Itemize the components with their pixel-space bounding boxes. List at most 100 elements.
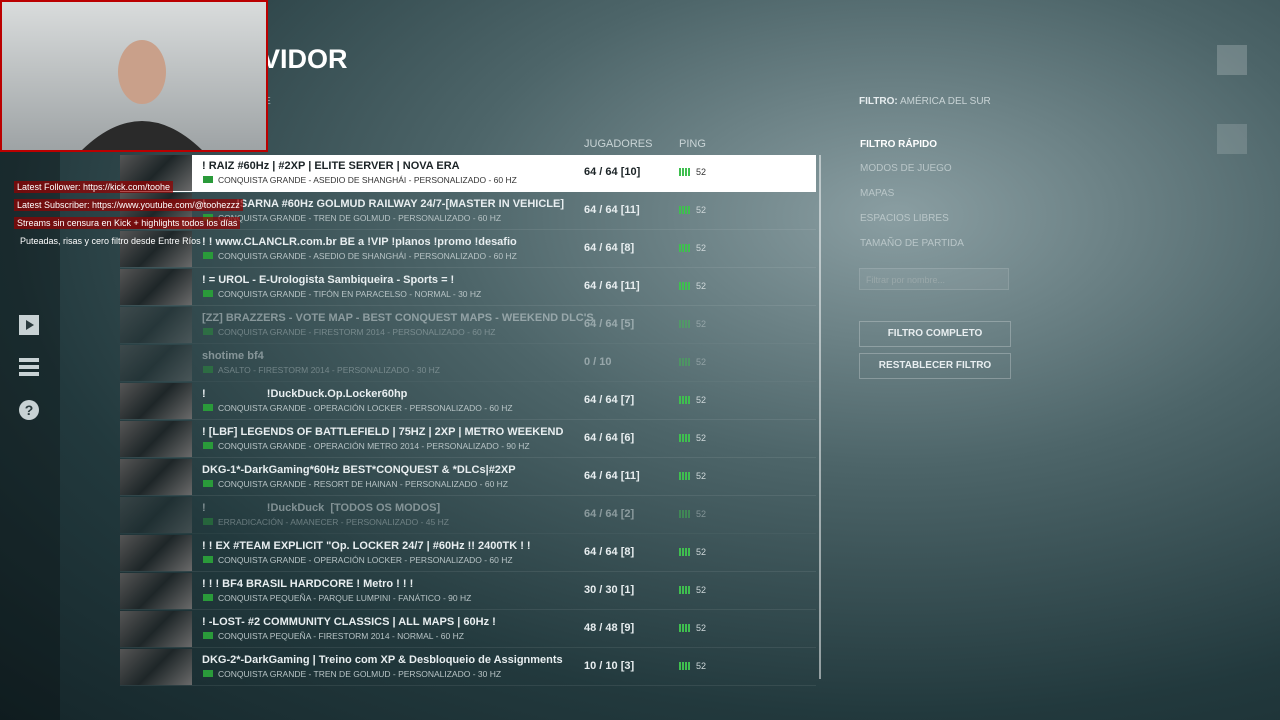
- server-name: ! = UROL - E-Urologista Sambiqueira - Sp…: [202, 274, 455, 286]
- map-thumbnail: [120, 611, 192, 647]
- ping: 52: [696, 167, 707, 177]
- country-flag: [203, 556, 213, 563]
- add-button[interactable]: [1217, 45, 1247, 75]
- server-row[interactable]: ! [LBF] LEGENDS OF BATTLEFIELD | 75HZ | …: [120, 421, 816, 458]
- server-row[interactable]: ! ! ! BF4 BRASIL HARDCORE ! Metro ! ! ! C…: [120, 573, 816, 610]
- server-info: CONQUISTA GRANDE - ASEDIO DE SHANGHÁI - …: [218, 175, 517, 185]
- server-info: CONQUISTA GRANDE - RESORT DE HAINAN - PE…: [218, 479, 508, 489]
- ping: 52: [696, 623, 707, 633]
- server-name: [ZZ] BRAZZERS - VOTE MAP - BEST CONQUEST…: [202, 312, 594, 324]
- ping: 52: [696, 509, 707, 519]
- server-row[interactable]: DKG-2*-DarkGaming | Treino com XP & Desb…: [120, 649, 816, 686]
- players: 64 / 64 [5]: [584, 318, 635, 330]
- ping-bars: [679, 396, 691, 404]
- ping: 52: [696, 395, 707, 405]
- ping: 52: [696, 471, 707, 481]
- country-flag: [203, 252, 213, 259]
- server-info: ASALTO - FIRESTORM 2014 - PERSONALIZADO …: [218, 365, 441, 375]
- server-name: ! RAIZ #60Hz | #2XP | ELITE SERVER | NOV…: [202, 160, 460, 172]
- quick-filter-title: FILTRO RÁPIDO: [860, 139, 938, 150]
- players: 64 / 64 [11]: [584, 470, 640, 482]
- players: 64 / 64 [8]: [584, 546, 635, 558]
- server-info: CONQUISTA GRANDE - TREN DE GOLMUD - PERS…: [218, 213, 502, 223]
- server-name: ! !DuckDuck.Op.Locker60hp: [202, 388, 408, 400]
- players: 64 / 64 [11]: [584, 204, 640, 216]
- server-row[interactable]: ! RAIZ #60Hz | #2XP | ELITE SERVER | NOV…: [120, 155, 816, 192]
- ping-bars: [679, 320, 691, 328]
- country-flag: [203, 442, 213, 449]
- quick-filter-item[interactable]: MODOS DE JUEGO: [860, 163, 952, 174]
- server-info: CONQUISTA GRANDE - ASEDIO DE SHANGHÁI - …: [218, 251, 517, 261]
- overlay-line: Latest Follower: https://kick.com/toohe: [14, 181, 174, 193]
- webcam-figure: [82, 40, 202, 150]
- server-row[interactable]: shotime bf4 ASALTO - FIRESTORM 2014 - PER…: [120, 345, 816, 382]
- map-thumbnail: [120, 497, 192, 533]
- country-flag: [203, 480, 213, 487]
- overlay-line: Puteadas, risas y cero filtro desde Entr…: [20, 236, 201, 246]
- ping-bars: [679, 206, 691, 214]
- players: 30 / 30 [1]: [584, 584, 635, 596]
- ping-bars: [679, 472, 691, 480]
- overlay-line: Latest Subscriber: https://www.youtube.c…: [14, 199, 243, 211]
- filter-region[interactable]: AMÉRICA DEL SUR: [900, 96, 991, 107]
- ping-bars: [679, 548, 691, 556]
- server-name: ! !DuckDuck [TODOS OS MODOS]: [202, 502, 441, 514]
- page-title: VIDOR: [262, 44, 348, 74]
- country-flag: [203, 328, 213, 335]
- ping-bars: [679, 244, 691, 252]
- ping-bars: [679, 510, 691, 518]
- map-thumbnail: [120, 421, 192, 457]
- players: 48 / 48 [9]: [584, 622, 635, 634]
- reset-filter-button[interactable]: RESTABLECER FILTRO: [859, 353, 1011, 379]
- country-flag: [203, 670, 213, 677]
- map-thumbnail: [120, 345, 192, 381]
- ping: 52: [696, 243, 707, 253]
- country-flag: [203, 518, 213, 525]
- svg-text:?: ?: [25, 402, 34, 418]
- server-row[interactable]: ! = UROL - E-Urologista Sambiqueira - Sp…: [120, 269, 816, 306]
- map-thumbnail: [120, 459, 192, 495]
- ping-bars: [679, 662, 691, 670]
- quick-filter-item[interactable]: ESPACIOS LIBRES: [860, 213, 949, 224]
- webcam: [0, 0, 268, 152]
- server-row[interactable]: ! !DuckDuck [TODOS OS MODOS] ERRADICACIÓN…: [120, 497, 816, 534]
- server-info: CONQUISTA PEQUEÑA - PARQUE LUMPINI - FAN…: [218, 593, 472, 603]
- server-row[interactable]: ! ! EX #TEAM EXPLICIT "Op. LOCKER 24/7 |…: [120, 535, 816, 572]
- players: 64 / 64 [2]: [584, 508, 635, 520]
- ping-bars: [679, 434, 691, 442]
- server-row[interactable]: ! ! www.CLANCLR.com.br BE a !VIP !planos…: [120, 231, 816, 268]
- map-thumbnail: [120, 649, 192, 685]
- server-name: ! ! EX #TEAM EXPLICIT "Op. LOCKER 24/7 |…: [202, 540, 531, 552]
- players: 64 / 64 [6]: [584, 432, 635, 444]
- quick-filter-item[interactable]: MAPAS: [860, 188, 895, 199]
- ping-bars: [679, 282, 691, 290]
- sidebar-icons[interactable]: ?: [17, 310, 43, 420]
- avatar[interactable]: [1217, 124, 1247, 154]
- search-input[interactable]: Filtrar por nombre...: [859, 268, 1009, 290]
- server-row[interactable]: [ZZ] BRAZZERS - VOTE MAP - BEST CONQUEST…: [120, 307, 816, 344]
- country-flag: [203, 176, 213, 183]
- server-name: ! -LOST- #2 COMMUNITY CLASSICS | ALL MAP…: [202, 616, 496, 628]
- scrollbar[interactable]: [819, 155, 821, 679]
- ping: 52: [696, 433, 707, 443]
- col-ping[interactable]: PING: [679, 138, 706, 150]
- quick-filter-item[interactable]: TAMAÑO DE PARTIDA: [860, 238, 964, 249]
- server-row[interactable]: ! !DuckDuck.Op.Locker60hp CONQUISTA GRAND…: [120, 383, 816, 420]
- ping-bars: [679, 358, 691, 366]
- country-flag: [203, 366, 213, 373]
- ping: 52: [696, 319, 707, 329]
- full-filter-button[interactable]: FILTRO COMPLETO: [859, 321, 1011, 347]
- server-info: CONQUISTA GRANDE - FIRESTORM 2014 - PERS…: [218, 327, 496, 337]
- ping-bars: [679, 168, 691, 176]
- server-row[interactable]: DKG-1*-DarkGaming*60Hz BEST*CONQUEST & *…: [120, 459, 816, 496]
- col-players[interactable]: JUGADORES: [584, 138, 653, 150]
- country-flag: [203, 594, 213, 601]
- map-thumbnail: [120, 269, 192, 305]
- server-name: ! !SARNA #60Hz GOLMUD RAILWAY 24/7-[MAST…: [202, 198, 565, 210]
- players: 64 / 64 [10]: [584, 166, 641, 178]
- server-name: DKG-1*-DarkGaming*60Hz BEST*CONQUEST & *…: [202, 464, 516, 476]
- server-info: CONQUISTA GRANDE - OPERACIÓN METRO 2014 …: [218, 441, 530, 451]
- server-row[interactable]: ! -LOST- #2 COMMUNITY CLASSICS | ALL MAP…: [120, 611, 816, 648]
- server-info: CONQUISTA GRANDE - TIFÓN EN PARACELSO - …: [218, 289, 482, 299]
